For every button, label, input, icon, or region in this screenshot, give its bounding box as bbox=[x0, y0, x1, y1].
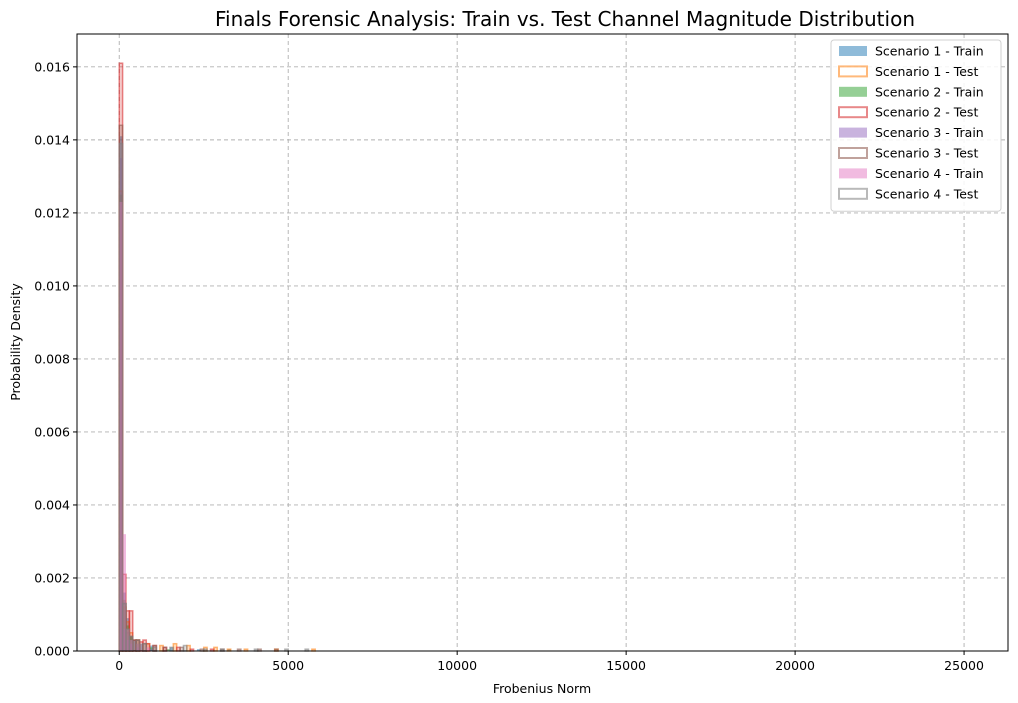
legend-swatch bbox=[838, 147, 868, 159]
x-tick-label: 20000 bbox=[775, 658, 815, 673]
legend-label: Scenario 4 - Test bbox=[875, 186, 978, 201]
legend-swatch bbox=[838, 65, 868, 78]
y-tick-label: 0.012 bbox=[34, 205, 70, 220]
legend-box bbox=[830, 39, 1002, 212]
x-axis-ticks: 0 5000 10000 15000 20000 25000 bbox=[115, 651, 984, 673]
histogram-bar bbox=[166, 649, 170, 651]
histogram-bar bbox=[169, 647, 174, 651]
histogram-bar bbox=[149, 649, 154, 651]
legend-swatch bbox=[838, 106, 868, 119]
histogram-bar bbox=[122, 534, 126, 651]
y-tick-label: 0.010 bbox=[34, 278, 70, 293]
histogram-bar bbox=[136, 643, 140, 651]
histogram-bar bbox=[182, 644, 188, 652]
histogram-bar bbox=[132, 640, 137, 651]
histogram-bar bbox=[118, 142, 124, 652]
x-tick-label: 0 bbox=[115, 658, 123, 673]
legend-swatch bbox=[839, 86, 867, 97]
legend-label: Scenario 1 - Test bbox=[875, 64, 978, 79]
legend-swatch bbox=[839, 168, 867, 179]
histogram-bar bbox=[126, 629, 130, 651]
histogram-bar bbox=[152, 646, 158, 652]
histogram-bar bbox=[129, 640, 133, 651]
histogram-bar bbox=[119, 201, 123, 651]
histogram-bar bbox=[227, 649, 231, 651]
chart-title: Finals Forensic Analysis: Train vs. Test… bbox=[215, 7, 915, 31]
y-tick-label: 0.000 bbox=[34, 644, 70, 659]
legend: Scenario 1 - Train Scenario 1 - Test Scena… bbox=[830, 39, 1002, 212]
histogram-series bbox=[118, 62, 215, 652]
x-tick-label: 25000 bbox=[944, 658, 984, 673]
histogram-bars bbox=[118, 62, 316, 652]
y-tick-label: 0.004 bbox=[34, 497, 70, 512]
histogram-series bbox=[118, 190, 316, 652]
y-tick-label: 0.008 bbox=[34, 351, 70, 366]
legend-swatch bbox=[839, 127, 867, 138]
histogram-series bbox=[118, 124, 279, 652]
x-tick-label: 15000 bbox=[606, 658, 646, 673]
histogram-bar bbox=[169, 646, 175, 652]
legend-label: Scenario 2 - Test bbox=[875, 105, 978, 120]
histogram-bar bbox=[162, 646, 168, 652]
y-tick-label: 0.014 bbox=[34, 132, 70, 147]
x-axis-label: Frobenius Norm bbox=[493, 681, 591, 696]
histogram-series bbox=[119, 201, 150, 651]
y-tick-label: 0.016 bbox=[34, 59, 70, 74]
legend-swatch bbox=[838, 187, 868, 200]
y-tick-label: 0.006 bbox=[34, 424, 70, 439]
histogram-bar bbox=[146, 647, 150, 651]
legend-swatch bbox=[839, 46, 867, 56]
plot-frame bbox=[76, 33, 1009, 652]
y-tick-label: 0.002 bbox=[34, 570, 70, 585]
histogram-bar bbox=[139, 643, 143, 651]
histogram-bar bbox=[142, 642, 148, 652]
histogram-series bbox=[118, 142, 310, 652]
legend-label: Scenario 1 - Train bbox=[875, 44, 984, 59]
legend-label: Scenario 4 - Train bbox=[875, 166, 984, 181]
histogram-bar bbox=[196, 649, 201, 651]
histogram-bar bbox=[128, 635, 134, 652]
legend-label: Scenario 2 - Train bbox=[875, 84, 984, 99]
legend-label: Scenario 3 - Train bbox=[875, 125, 984, 140]
x-tick-label: 5000 bbox=[272, 658, 304, 673]
y-axis-ticks: 0.000 0.002 0.004 0.006 0.008 0.010 0.012 0.014… bbox=[34, 59, 77, 659]
legend-label: Scenario 3 - Test bbox=[875, 146, 978, 161]
y-axis-label: Probability Density bbox=[8, 283, 23, 401]
histogram-series bbox=[119, 136, 231, 651]
histogram-bar bbox=[135, 639, 141, 652]
x-tick-label: 10000 bbox=[437, 658, 477, 673]
histogram-series bbox=[119, 194, 170, 652]
